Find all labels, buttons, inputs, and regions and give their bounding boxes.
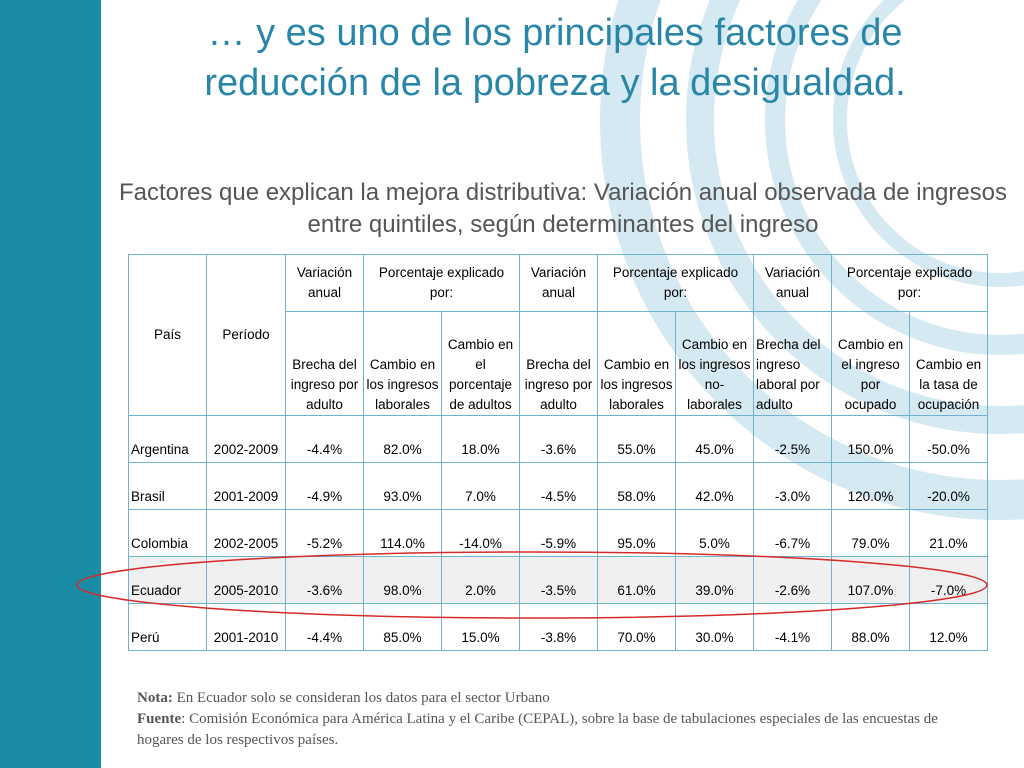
- cell-value: -2.5%: [753, 415, 832, 463]
- fuente-label: Fuente: [137, 711, 182, 727]
- footnotes: Nota: En Ecuador solo se consideran los …: [137, 688, 977, 751]
- header-porcentaje-3: Porcentaje explicado por:: [831, 254, 988, 312]
- fuente-text: : Comisión Económica para América Latina…: [137, 711, 938, 748]
- cell-value: -4.9%: [285, 462, 364, 510]
- header-porcentaje-2: Porcentaje explicado por:: [597, 254, 754, 312]
- cell-periodo: 2002-2005: [206, 509, 286, 557]
- header-variacion-anual-1: Variación anual: [285, 254, 364, 312]
- cell-value: 7.0%: [441, 462, 520, 510]
- cell-value: 85.0%: [363, 603, 442, 651]
- cell-value: 120.0%: [831, 462, 910, 510]
- cell-pais: Ecuador: [128, 556, 207, 604]
- cell-value: 45.0%: [675, 415, 754, 463]
- subheader-brecha-ingreso-2: Brecha del ingreso por adulto: [519, 311, 598, 416]
- header-pais: País: [128, 254, 207, 416]
- cell-value: 21.0%: [909, 509, 988, 557]
- header-periodo: Período: [206, 254, 286, 416]
- fuente-line: Fuente: Comisión Económica para América …: [137, 709, 977, 751]
- subheader-cambio-ingresos-laborales-1: Cambio en los ingresos laborales: [363, 311, 442, 416]
- table-row: Brasil 2001-2009 -4.9% 93.0% 7.0% -4.5% …: [128, 462, 988, 510]
- cell-pais: Perú: [128, 603, 207, 651]
- cell-value: -4.4%: [285, 415, 364, 463]
- cell-periodo: 2002-2009: [206, 415, 286, 463]
- cell-value: 107.0%: [831, 556, 910, 604]
- cell-pais: Brasil: [128, 462, 207, 510]
- cell-value: -3.6%: [519, 415, 598, 463]
- cell-periodo: 2005-2010: [206, 556, 286, 604]
- subheader-brecha-ingreso-1: Brecha del ingreso por adulto: [285, 311, 364, 416]
- subheader-cambio-ingreso-ocupado: Cambio en el ingreso por ocupado: [831, 311, 910, 416]
- cell-value: 61.0%: [597, 556, 676, 604]
- cell-value: 42.0%: [675, 462, 754, 510]
- nota-line: Nota: En Ecuador solo se consideran los …: [137, 688, 977, 709]
- cell-value: -5.9%: [519, 509, 598, 557]
- cell-value: 98.0%: [363, 556, 442, 604]
- cell-value: 150.0%: [831, 415, 910, 463]
- cell-value: -4.4%: [285, 603, 364, 651]
- cell-value: 30.0%: [675, 603, 754, 651]
- cell-value: -4.5%: [519, 462, 598, 510]
- cell-value: 114.0%: [363, 509, 442, 557]
- subheader-cambio-ingresos-laborales-2: Cambio en los ingresos laborales: [597, 311, 676, 416]
- subheader-cambio-porcentaje-adultos: Cambio en el porcentaje de adultos: [441, 311, 520, 416]
- data-table: País Período Variación anual Porcentaje …: [128, 254, 988, 651]
- cell-value: -6.7%: [753, 509, 832, 557]
- cell-value: 12.0%: [909, 603, 988, 651]
- cell-value: 88.0%: [831, 603, 910, 651]
- slide-title: … y es uno de los principales factores d…: [204, 12, 906, 104]
- table-row: Perú 2001-2010 -4.4% 85.0% 15.0% -3.8% 7…: [128, 603, 988, 651]
- cell-value: 18.0%: [441, 415, 520, 463]
- cell-pais: Colombia: [128, 509, 207, 557]
- cell-value: 58.0%: [597, 462, 676, 510]
- cell-value: 15.0%: [441, 603, 520, 651]
- cell-periodo: 2001-2010: [206, 603, 286, 651]
- cell-value: -4.1%: [753, 603, 832, 651]
- cell-value: -5.2%: [285, 509, 364, 557]
- nota-label: Nota:: [137, 690, 173, 706]
- cell-value: 82.0%: [363, 415, 442, 463]
- slide-subtitle: Factores que explican la mejora distribu…: [118, 179, 1008, 238]
- cell-value: 70.0%: [597, 603, 676, 651]
- cell-value: 93.0%: [363, 462, 442, 510]
- cell-value: -3.6%: [285, 556, 364, 604]
- table-row: Argentina 2002-2009 -4.4% 82.0% 18.0% -3…: [128, 415, 988, 463]
- cell-value: -14.0%: [441, 509, 520, 557]
- header-variacion-anual-2: Variación anual: [519, 254, 598, 312]
- cell-value: -2.6%: [753, 556, 832, 604]
- cell-value: 95.0%: [597, 509, 676, 557]
- subheader-brecha-ingreso-laboral: Brecha del ingreso laboral por adulto: [753, 311, 832, 416]
- nota-text: En Ecuador solo se consideran los datos …: [172, 690, 550, 706]
- cell-value: -3.5%: [519, 556, 598, 604]
- cell-value: -3.0%: [753, 462, 832, 510]
- subheader-cambio-tasa-ocupacion: Cambio en la tasa de ocupación: [909, 311, 988, 416]
- table-row-highlighted: Ecuador 2005-2010 -3.6% 98.0% 2.0% -3.5%…: [128, 556, 988, 604]
- subheader-cambio-ingresos-no-laborales: Cambio en los ingresos no-laborales: [675, 311, 754, 416]
- cell-value: 2.0%: [441, 556, 520, 604]
- cell-pais: Argentina: [128, 415, 207, 463]
- cell-value: -7.0%: [909, 556, 988, 604]
- cell-value: 55.0%: [597, 415, 676, 463]
- cell-value: -20.0%: [909, 462, 988, 510]
- cell-periodo: 2001-2009: [206, 462, 286, 510]
- cell-value: -3.8%: [519, 603, 598, 651]
- cell-value: 79.0%: [831, 509, 910, 557]
- side-accent-bar: [0, 0, 101, 768]
- cell-value: -50.0%: [909, 415, 988, 463]
- header-variacion-anual-3: Variación anual: [753, 254, 832, 312]
- header-porcentaje-1: Porcentaje explicado por:: [363, 254, 520, 312]
- table-row: Colombia 2002-2005 -5.2% 114.0% -14.0% -…: [128, 509, 988, 557]
- cell-value: 5.0%: [675, 509, 754, 557]
- cell-value: 39.0%: [675, 556, 754, 604]
